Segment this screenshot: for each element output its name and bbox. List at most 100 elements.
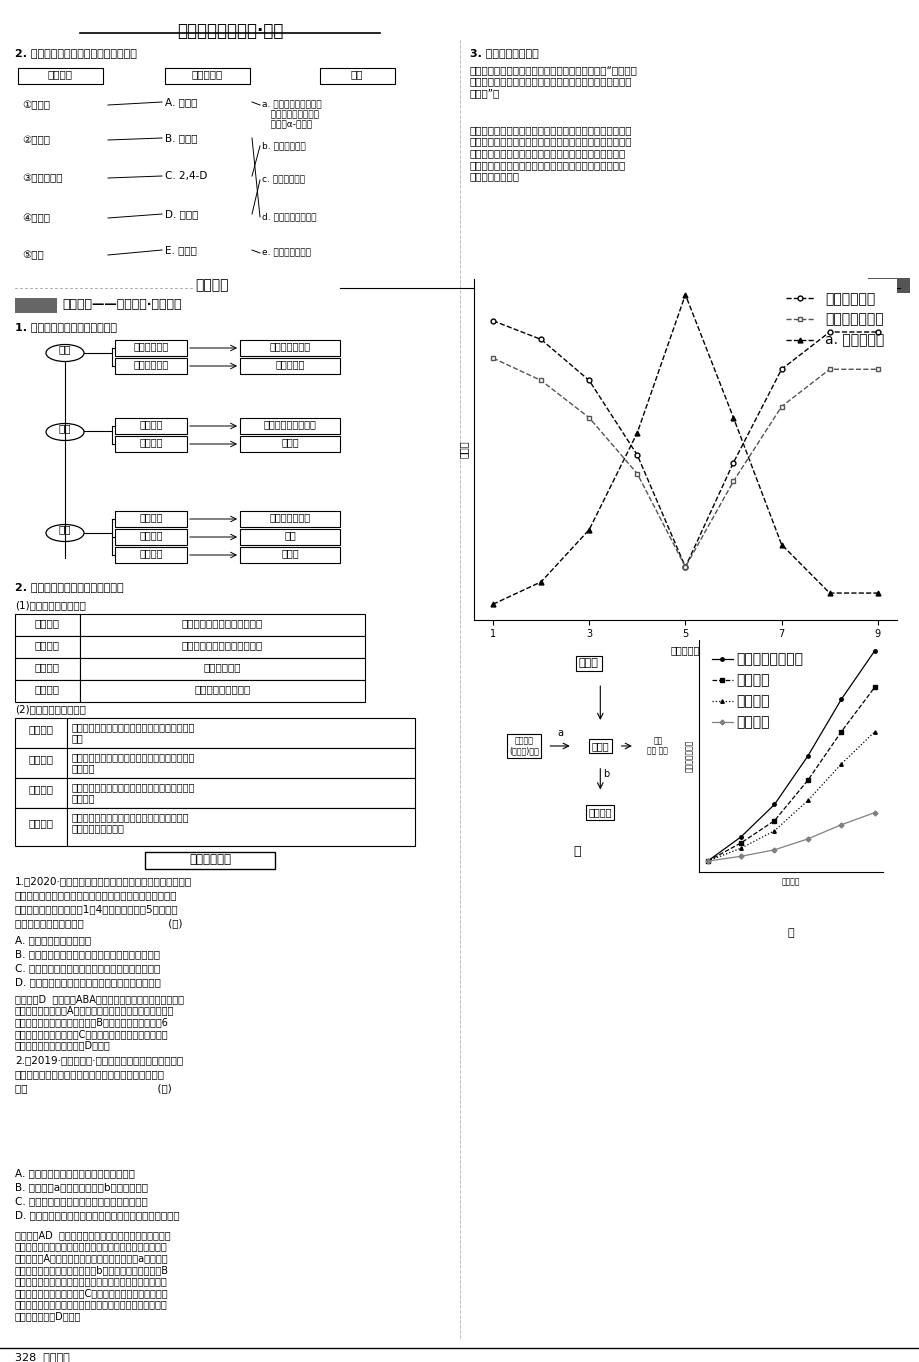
FancyBboxPatch shape <box>240 436 340 452</box>
Ellipse shape <box>46 524 84 542</box>
加赤霉素 <box>768 813 779 829</box>
Text: 赤霉素、细胞分裂素: 赤霉素、细胞分裂素 <box>263 419 316 429</box>
Text: C. 赤霉素缺乏的植物体无法完成生长素的合成: C. 赤霉素缺乏的植物体无法完成生长素的合成 <box>15 1196 148 1205</box>
Text: 生长调节剂: 生长调节剂 <box>191 69 222 79</box>
Text: 细胞分裂素: 细胞分裂素 <box>275 360 304 369</box>
FancyBboxPatch shape <box>15 808 67 846</box>
Text: A. 干旱会加速叶片的脱落: A. 干旱会加速叶片的脱落 <box>15 934 91 945</box>
Ellipse shape <box>46 345 84 361</box>
Text: 种子: 种子 <box>59 424 71 433</box>
Ellipse shape <box>46 424 84 440</box>
Text: 间变化情况如图所示。第1～4天持续干旱，第5天测定后: 间变化情况如图所示。第1～4天持续干旱，第5天测定后 <box>15 904 178 914</box>
加生长素和赤霉素 <box>768 797 779 813</box>
Line: a. 脱落酸含量: a. 脱落酸含量 <box>490 293 879 606</box>
Text: ①生长素: ①生长素 <box>22 99 50 110</box>
Text: 延缓衰老: 延缓衰老 <box>35 684 60 695</box>
Text: 生长素、赤霉素、细胞分裂素: 生长素、赤霉素、细胞分裂素 <box>182 640 263 650</box>
Text: 植物激素: 植物激素 <box>48 69 73 79</box>
Text: c. 保鲜蔬菜鲜绿: c. 保鲜蔬菜鲜绿 <box>262 174 305 184</box>
Text: 乙烯、脱落酸: 乙烯、脱落酸 <box>203 662 241 671</box>
Line: 加生长素和赤霉素: 加生长素和赤霉素 <box>705 648 876 864</box>
Text: 脱落酸: 脱落酸 <box>281 548 299 558</box>
Text: 植物生长: 植物生长 <box>35 618 60 628</box>
叶片相对含水量 <box>631 466 642 482</box>
FancyBboxPatch shape <box>115 418 187 434</box>
加生长素 <box>768 823 779 839</box>
Text: 生长素、细胞分裂素抑制叶片衰老，脱落酸促进
叶片衰老: 生长素、细胞分裂素抑制叶片衰老，脱落酸促进 叶片衰老 <box>72 782 195 804</box>
Text: 2.（2019·金牛区月考·多选）图甲表示赤霉素的作用机: 2.（2019·金牛区月考·多选）图甲表示赤霉素的作用机 <box>15 1056 183 1065</box>
叶片相对含水量 <box>871 361 882 377</box>
气孔开放程度 <box>871 324 882 340</box>
FancyBboxPatch shape <box>115 528 187 545</box>
Text: 脱落酸: 脱落酸 <box>281 437 299 447</box>
Text: (2)相互拮抗方面的实例: (2)相互拮抗方面的实例 <box>15 704 85 714</box>
a. 脱落酸含量 <box>727 410 738 426</box>
Text: 果实成熟: 果实成熟 <box>35 662 60 671</box>
Text: 促进细胞伸长: 促进细胞伸长 <box>133 340 168 351</box>
a. 脱落酸含量 <box>583 522 594 538</box>
加生长素 <box>868 723 879 740</box>
Text: 闭，大豆叶片相对含水量、气孔开放程度、脱落酸含量随时: 闭，大豆叶片相对含水量、气孔开放程度、脱落酸含量随时 <box>15 889 177 900</box>
a. 脱落酸含量 <box>871 584 882 601</box>
Text: 赤霉素: 赤霉素 <box>578 658 598 669</box>
加赤霉素 <box>868 678 879 695</box>
Text: 1. 归纳概括植物激素的生理作用: 1. 归纳概括植物激素的生理作用 <box>15 321 117 332</box>
FancyBboxPatch shape <box>67 778 414 808</box>
不加激素 <box>768 842 779 858</box>
加生长素和赤霉素 <box>734 828 745 844</box>
气孔开放程度 <box>776 361 787 377</box>
FancyBboxPatch shape <box>15 778 67 808</box>
X-axis label: 培养时间: 培养时间 <box>781 877 800 887</box>
叶片相对含水量 <box>679 558 690 575</box>
FancyBboxPatch shape <box>240 358 340 375</box>
Text: 1.（2020·山东模拟考）植物叶片脱落酸积聚会导致气孔关: 1.（2020·山东模拟考）植物叶片脱落酸积聚会导致气孔关 <box>15 876 192 887</box>
FancyBboxPatch shape <box>15 658 80 680</box>
Text: 前体物质
(色质酶)合成: 前体物质 (色质酶)合成 <box>509 737 539 756</box>
FancyBboxPatch shape <box>80 658 365 680</box>
Text: 赤霉素、细胞分裂素促进种子发芽，脱落酸抑制
种子发芽: 赤霉素、细胞分裂素促进种子发芽，脱落酸抑制 种子发芽 <box>72 752 195 774</box>
FancyBboxPatch shape <box>80 680 365 701</box>
FancyBboxPatch shape <box>165 68 250 84</box>
Text: 研究表明：脱落酸在高温下易降解。据此，请解释“小麦、玉
米即将成熟时，若遇干热后再遇大雨的天气，种子将易在穗
上发芽”。: 研究表明：脱落酸在高温下易降解。据此，请解释“小麦、玉 米即将成熟时，若遇干热后… <box>470 65 637 98</box>
FancyBboxPatch shape <box>67 718 414 748</box>
Text: 甲: 甲 <box>573 846 581 858</box>
a. 脱落酸含量 <box>776 537 787 553</box>
FancyBboxPatch shape <box>240 548 340 563</box>
加生长素和赤霉素 <box>701 853 712 869</box>
叶片相对含水量 <box>535 372 546 388</box>
气孔开放程度 <box>535 331 546 347</box>
Text: 操能区: 操能区 <box>881 279 895 287</box>
Text: 促进成熟: 促进成熟 <box>139 530 163 539</box>
FancyBboxPatch shape <box>240 340 340 355</box>
气孔开放程度 <box>679 558 690 575</box>
Line: 不加激素: 不加激素 <box>705 810 876 864</box>
加生长素和赤霉素 <box>801 748 812 764</box>
Text: 细胞伸长: 细胞伸长 <box>588 808 611 817</box>
a. 脱落酸含量 <box>679 286 690 302</box>
Text: 生长素、赤霉素: 生长素、赤霉素 <box>269 340 311 351</box>
Text: 叶片衰老: 叶片衰老 <box>28 785 53 794</box>
Text: 【对点落实】: 【对点落实】 <box>188 853 231 866</box>
Text: B. 闰干旱时间延长，气孔关闭，叶片光合速率降低: B. 闰干旱时间延长，气孔关闭，叶片光合速率降低 <box>15 949 160 959</box>
叶片相对含水量 <box>487 350 498 366</box>
Text: 的是                                        (　): 的是 ( ) <box>15 1083 172 1092</box>
Line: 加赤霉素: 加赤霉素 <box>705 685 876 864</box>
FancyBboxPatch shape <box>867 278 909 293</box>
Text: 高浓度生长素抑制侧芽生长，细胞分裂素和赤
霉素可解除顶端优势: 高浓度生长素抑制侧芽生长，细胞分裂素和赤 霉素可解除顶端优势 <box>72 812 189 834</box>
Line: 气孔开放程度: 气孔开放程度 <box>490 319 879 569</box>
Text: A. 乙图说明生长素和赤霉素具有协同作用: A. 乙图说明生长素和赤霉素具有协同作用 <box>15 1169 135 1178</box>
Text: D. 叶面噴施适宜浓度的脱落酸能增加叶片水分散失: D. 叶面噴施适宜浓度的脱落酸能增加叶片水分散失 <box>15 977 161 987</box>
加赤霉素 <box>734 835 745 851</box>
FancyBboxPatch shape <box>115 358 187 375</box>
叶片相对含水量 <box>727 473 738 489</box>
Text: a: a <box>556 729 562 738</box>
Legend: 加生长素和赤霉素, 加赤霉素, 加生长素, 不加激素: 加生长素和赤霉素, 加赤霉素, 加生长素, 不加激素 <box>706 647 809 735</box>
加赤霉素 <box>701 853 712 869</box>
Text: b. 培育无子番茄: b. 培育无子番茄 <box>262 142 305 150</box>
Text: 促进发育: 促进发育 <box>139 512 163 522</box>
Text: 328  新课改版: 328 新课改版 <box>15 1352 70 1362</box>
不加激素 <box>734 849 745 865</box>
Text: B. 甲图中的a过程表示抑制，b过程表示促进: B. 甲图中的a过程表示抑制，b过程表示促进 <box>15 1182 148 1192</box>
X-axis label: 时间（天）: 时间（天） <box>670 646 699 655</box>
Text: 2. 辨析植物激素间的相互作用关系: 2. 辨析植物激素间的相互作用关系 <box>15 582 123 592</box>
